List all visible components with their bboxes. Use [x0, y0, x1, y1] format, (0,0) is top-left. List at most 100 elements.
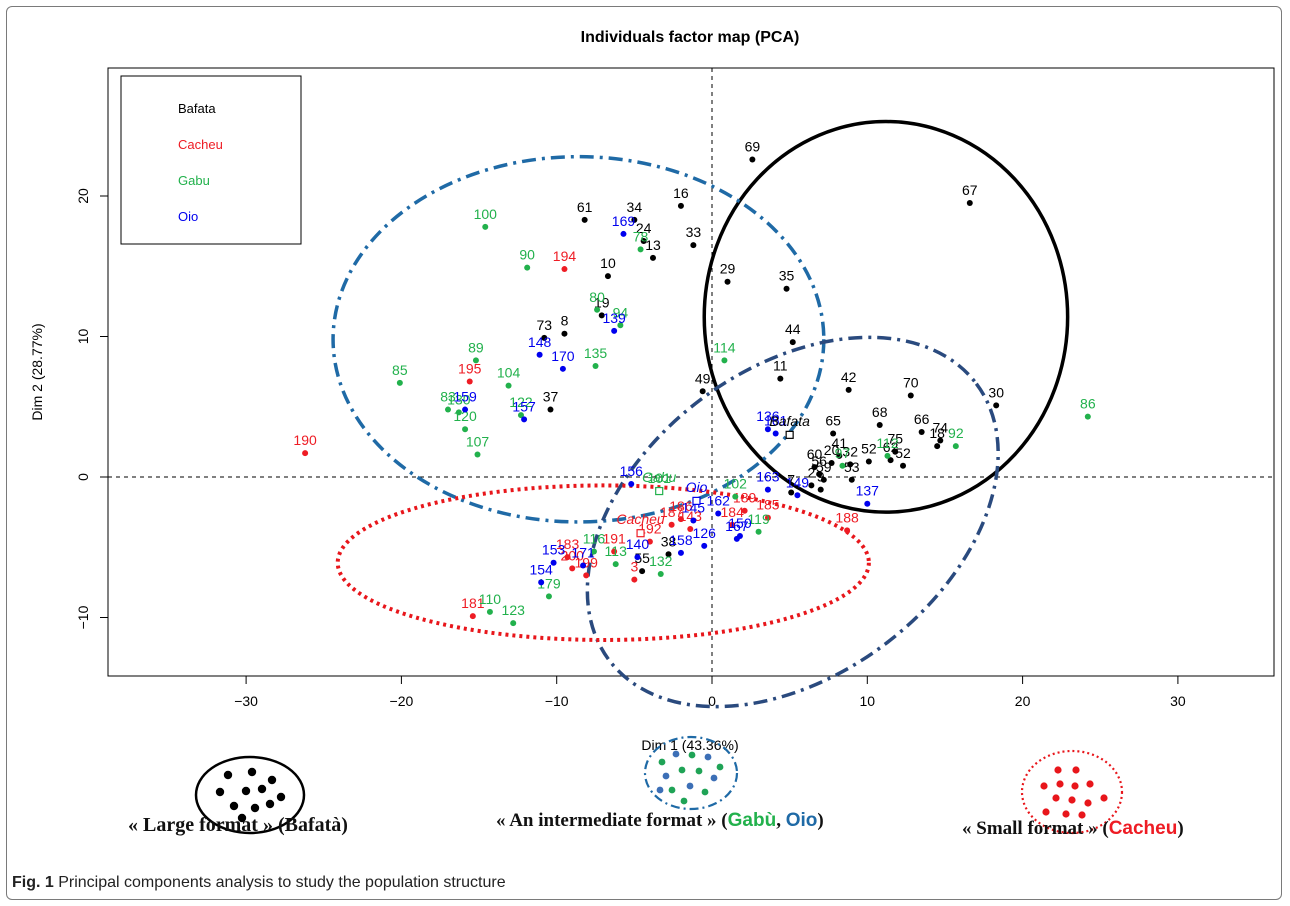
icon-dot — [1068, 796, 1076, 804]
point — [701, 542, 708, 549]
point — [611, 327, 618, 334]
icon-dot — [688, 751, 696, 759]
point-label: 190 — [293, 432, 317, 448]
point-label: 110 — [479, 591, 502, 607]
point-label: 44 — [785, 321, 801, 337]
point-label: 171 — [571, 545, 595, 561]
point-label: 158 — [669, 532, 693, 548]
small-format-text: « Small format » ( — [962, 818, 1109, 839]
icon-dot — [276, 792, 286, 802]
point-label: 85 — [392, 362, 408, 378]
icon-dot — [662, 772, 670, 780]
point-label: 150 — [728, 515, 752, 531]
cacheu-ellipse — [335, 483, 871, 642]
point-label: 122 — [509, 394, 533, 410]
point — [505, 382, 512, 389]
point-label: 195 — [458, 360, 482, 376]
point — [637, 246, 644, 253]
point-label: 169 — [612, 213, 636, 229]
point — [592, 363, 599, 370]
point — [612, 561, 619, 568]
legend-item-cacheu: Cacheu — [178, 137, 223, 152]
group-center-label: Bafata — [769, 413, 810, 429]
point-label: 52 — [895, 445, 911, 461]
point — [755, 528, 762, 535]
icon-dot — [678, 766, 686, 774]
point — [820, 476, 827, 483]
small-format-label: « Small format » (Cacheu) — [962, 818, 1184, 840]
icon-dot — [250, 803, 260, 813]
icon-dot — [1100, 794, 1108, 802]
point-label: 92 — [948, 425, 964, 441]
plot-area — [107, 67, 1275, 677]
point — [462, 426, 469, 433]
group-center-marker — [785, 430, 794, 439]
point — [634, 554, 641, 561]
point — [649, 254, 656, 261]
point-label: 41 — [832, 435, 848, 451]
point — [665, 551, 672, 558]
icon-dot — [1056, 780, 1064, 788]
point-label: 183 — [556, 536, 580, 552]
point-label: 114 — [713, 339, 736, 355]
point-label: 30 — [988, 384, 1004, 400]
point-label: 9 — [817, 469, 825, 485]
point — [900, 462, 907, 469]
point — [639, 568, 646, 575]
point-label: 74 — [933, 419, 949, 435]
point-label: 11 — [773, 358, 788, 374]
icon-dot — [668, 786, 676, 794]
point-label: 62 — [883, 439, 899, 455]
point-label: 194 — [553, 248, 577, 264]
point-label: 55 — [634, 550, 650, 566]
point-label: 139 — [602, 310, 626, 326]
point-label: 7 — [787, 471, 795, 487]
icon-dot — [1054, 766, 1062, 774]
small-format-outline — [1020, 749, 1124, 835]
point-label: 130 — [447, 391, 471, 407]
point — [715, 510, 722, 517]
point-label: 188 — [835, 509, 859, 525]
point-label: 119 — [747, 511, 770, 527]
point — [721, 357, 728, 364]
point-label: 181 — [461, 595, 485, 611]
point-label: 112 — [876, 435, 899, 451]
icon-dot — [265, 799, 275, 809]
large-format-text: « Large format » (Bafatà) — [128, 814, 348, 836]
point-label: 185 — [756, 497, 780, 513]
icon-dot — [695, 767, 703, 775]
point — [462, 406, 469, 413]
point — [1084, 413, 1091, 420]
point — [808, 482, 815, 489]
point — [646, 538, 653, 545]
point-label: 8 — [561, 313, 569, 329]
intermediate-suffix-text: ) — [817, 810, 824, 831]
point-label: 135 — [584, 345, 608, 361]
point — [830, 430, 837, 437]
icon-dot — [1078, 811, 1086, 819]
point — [620, 230, 627, 237]
point — [966, 200, 973, 207]
large-format-outline — [194, 755, 306, 835]
point — [631, 216, 638, 223]
point-label: 83 — [440, 389, 456, 405]
group-center-label: Cacheu — [616, 511, 664, 527]
point — [538, 579, 545, 586]
point — [876, 422, 883, 429]
point-label: 154 — [529, 561, 553, 577]
chart-title: Individuals factor map (PCA) — [581, 29, 800, 46]
icon-dot — [680, 797, 688, 805]
point — [817, 486, 824, 493]
point — [482, 223, 489, 230]
point — [561, 330, 568, 337]
intermediate-oio-text: Oio — [785, 810, 818, 831]
icon-dot — [710, 774, 718, 782]
point — [677, 202, 684, 209]
point-label: 89 — [468, 339, 484, 355]
point-label: 101 — [648, 470, 672, 486]
point — [564, 554, 571, 561]
icon-dot — [1084, 799, 1092, 807]
icon-dot — [672, 750, 680, 758]
point — [749, 156, 756, 163]
